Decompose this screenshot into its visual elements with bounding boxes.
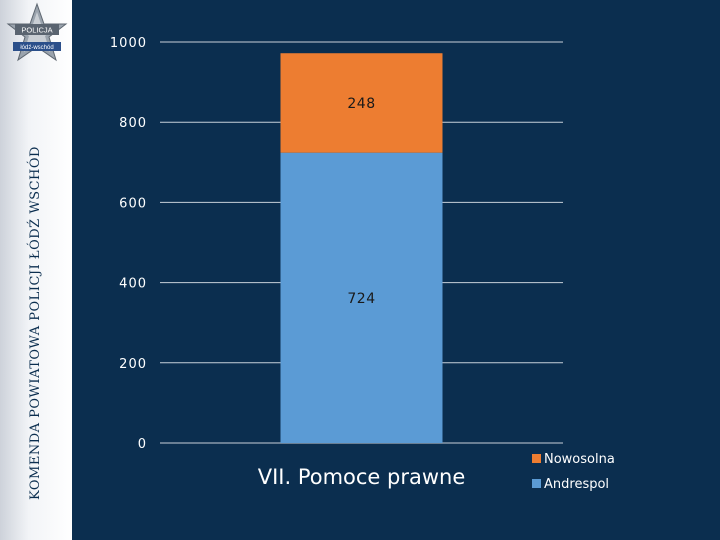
y-tick-label: 800 [119,116,147,131]
y-tick-label: 0 [138,437,147,452]
y-axis-ticks: 0 200 400 600 800 1000 [110,36,147,452]
y-tick-label: 200 [119,357,147,372]
bar-segment-andrespol [280,152,443,443]
legend-label-andrespol: Andrespol [544,477,609,492]
category-label: VII. Pomoce prawne [258,465,466,489]
y-tick-label: 600 [119,196,147,211]
legend: Nowosolna Andrespol [532,452,615,492]
legend-label-nowosolna: Nowosolna [544,452,615,467]
y-tick-label: 1000 [110,36,147,51]
category-labels: VII. Pomoce prawne [258,465,466,489]
badge-text-top: POLICJA [21,26,52,35]
police-star-badge-icon: POLICJA łódź-wschód [6,2,68,62]
bars: 724 248 [280,53,443,443]
sidebar: POLICJA łódź-wschód KOMENDA POWIATOWA PO… [0,0,72,540]
badge-text-bottom: łódź-wschód [20,45,53,51]
legend-swatch-andrespol [532,479,541,488]
data-label-andrespol: 724 [347,291,375,307]
data-label-nowosolna: 248 [347,96,375,112]
bar-segment-nowosolna [280,53,443,153]
y-tick-label: 400 [119,277,147,292]
legend-swatch-nowosolna [532,454,541,463]
